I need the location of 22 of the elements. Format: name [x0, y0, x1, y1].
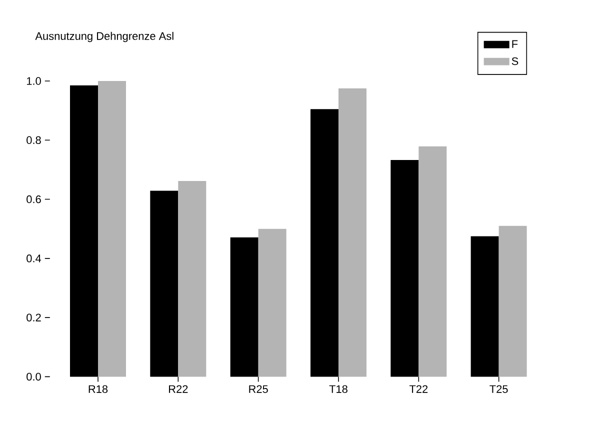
- y-tick-label: 0.0: [26, 372, 41, 381]
- bar: [418, 146, 447, 377]
- bar: [498, 226, 527, 377]
- y-tick-label: 0.4: [26, 254, 42, 262]
- bar: [150, 190, 178, 377]
- legend-label: F: [512, 40, 518, 48]
- x-tick-label: R22: [169, 385, 188, 393]
- x-tick-label: T25: [490, 385, 508, 393]
- y-tick-label: 0.6: [26, 195, 41, 204]
- bar: [178, 180, 206, 377]
- chart-title: Ausnutzung Dehngrenze Asl: [35, 32, 174, 42]
- x-tick-label: T18: [329, 385, 348, 393]
- y-tick-label: 0.8: [26, 136, 41, 144]
- x-tick-label: R25: [249, 385, 268, 393]
- x-tick-label: T22: [409, 385, 428, 393]
- bar: [98, 80, 126, 377]
- legend-label: S: [512, 57, 518, 66]
- bar: [338, 88, 366, 377]
- y-tick-label: 1.0: [26, 77, 41, 85]
- y-tick-label: 0.2: [26, 314, 41, 322]
- x-tick-label: R18: [88, 385, 108, 393]
- bar: [258, 228, 286, 377]
